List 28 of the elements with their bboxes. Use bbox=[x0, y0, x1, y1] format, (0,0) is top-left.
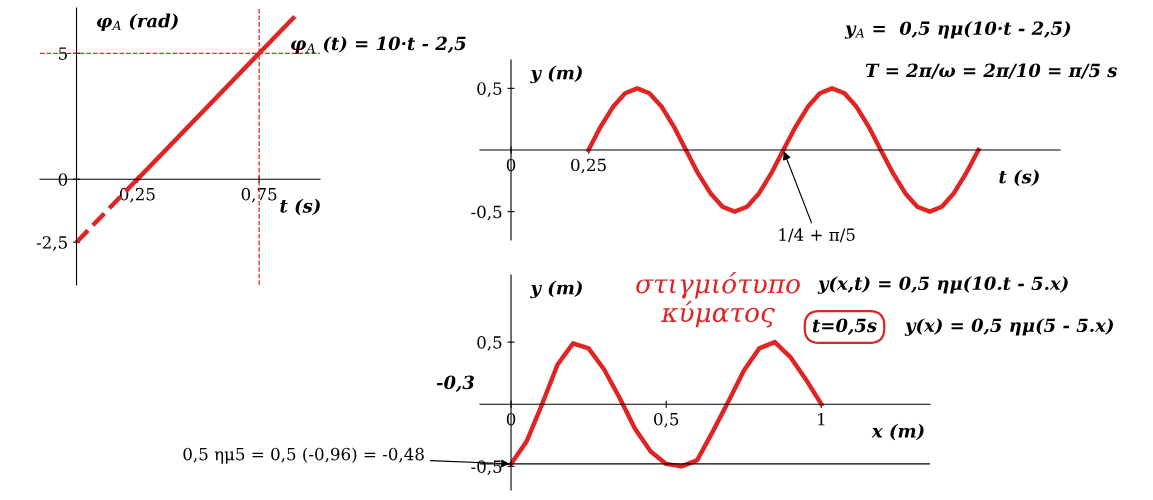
x-tick-label: 0,25 bbox=[119, 187, 155, 203]
x-tick-label: 0,75 bbox=[241, 187, 277, 203]
x-axis-title: t (s) bbox=[280, 198, 320, 216]
text: y$_{A}$ = 0,5 ημ(10·t - 2,5) bbox=[844, 21, 1071, 39]
y-axis-title: φ$_{A}$ (rad) bbox=[97, 13, 178, 32]
annotation: y(x) = 0,5 ημ(5 - 5.x) bbox=[904, 318, 1113, 336]
y-tick-label: 0,5 bbox=[477, 82, 502, 97]
annotation: φ$_{A}$ (t) = 10·t - 2,5 bbox=[291, 36, 466, 54]
y-tick-label: -0,5 bbox=[471, 205, 502, 221]
x-tick-label: 0,25 bbox=[571, 158, 606, 174]
annotation: y(x,t) = 0,5 ημ(10.t - 5.x) bbox=[817, 276, 1068, 294]
y-axis-title: y (m) bbox=[530, 65, 582, 84]
y-tick-label: 5 bbox=[59, 47, 67, 60]
y-axis-title: y (m) bbox=[530, 280, 582, 299]
x-axis-title: t (s) bbox=[999, 169, 1039, 186]
annotation: 1/4 + π/5 bbox=[779, 228, 855, 243]
y-tick-label: -2,5 bbox=[36, 236, 67, 251]
text: -0,3 bbox=[436, 375, 474, 392]
annotation: 0,5 ημ5 = 0,5 (-0,96) = -0,48 bbox=[183, 447, 424, 464]
annotation: t=0,5s bbox=[812, 318, 877, 335]
x-axis-title: x (m) bbox=[871, 423, 924, 441]
x-tick-label: 0,5 bbox=[654, 412, 679, 428]
y-tick-label: 0,5 bbox=[477, 336, 502, 351]
annotation: T = 2π/ω = 2π/10 = π/5 s bbox=[865, 63, 1118, 79]
line-series bbox=[508, 339, 824, 469]
x-tick-label: 1 bbox=[818, 412, 825, 426]
chart-title: στιγμιότυπο κύματος bbox=[636, 272, 800, 328]
y-tick-label: -0,5 bbox=[471, 460, 502, 475]
